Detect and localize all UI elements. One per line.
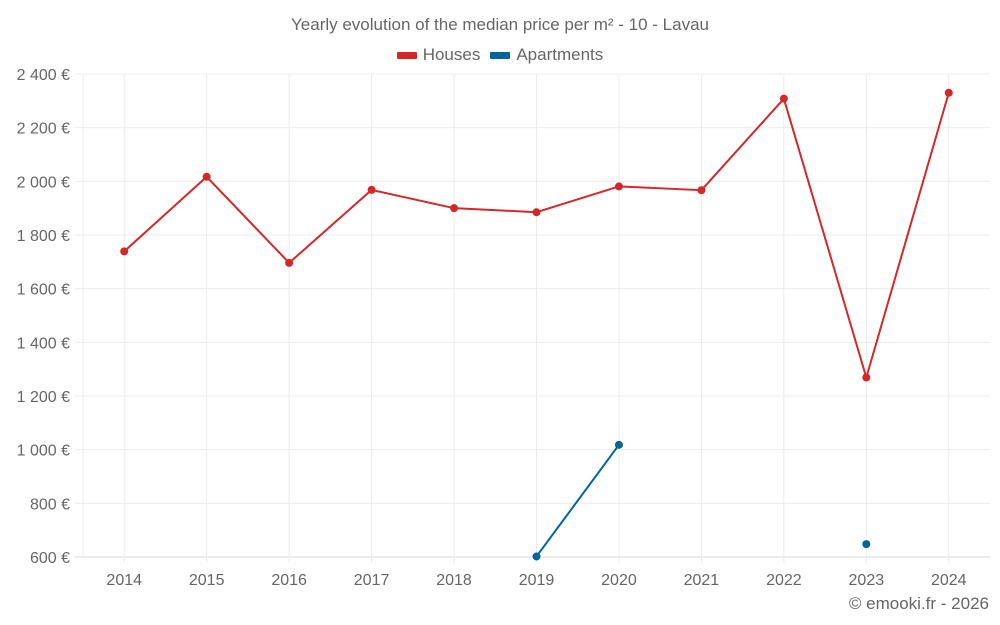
data-point[interactable]	[614, 182, 623, 191]
y-tick-label: 800 €	[30, 496, 70, 513]
y-tick-label: 2 000 €	[17, 174, 70, 191]
legend-item-apartments[interactable]: Apartments	[490, 45, 603, 65]
data-point[interactable]	[120, 247, 129, 256]
data-point[interactable]	[614, 440, 623, 449]
x-tick-label: 2022	[766, 572, 802, 589]
x-tick-label: 2015	[189, 572, 225, 589]
y-tick-label: 2 400 €	[17, 67, 70, 84]
x-tick-label: 2016	[271, 572, 307, 589]
data-point[interactable]	[450, 204, 459, 213]
data-point[interactable]	[697, 186, 706, 195]
legend: Houses Apartments	[0, 45, 1000, 65]
data-point[interactable]	[532, 552, 541, 561]
x-tick-label: 2014	[106, 572, 142, 589]
y-tick-label: 1 800 €	[17, 228, 70, 245]
chart-title: Yearly evolution of the median price per…	[291, 15, 709, 34]
legend-label-houses: Houses	[422, 45, 481, 64]
copyright-credit: © emooki.fr - 2026	[848, 594, 989, 613]
x-tick-label: 2019	[519, 572, 555, 589]
x-tick-label: 2020	[601, 572, 637, 589]
data-point[interactable]	[862, 540, 871, 549]
data-point[interactable]	[779, 94, 788, 103]
legend-label-apartments: Apartments	[516, 45, 604, 64]
data-point[interactable]	[367, 185, 376, 194]
series-line	[535, 444, 620, 558]
data-point[interactable]	[202, 172, 211, 181]
data-point[interactable]	[944, 88, 953, 97]
x-tick-label: 2023	[849, 572, 885, 589]
y-tick-label: 2 200 €	[17, 121, 70, 138]
y-tick-label: 1 400 €	[17, 335, 70, 352]
y-tick-label: 1 000 €	[17, 443, 70, 460]
data-point[interactable]	[285, 258, 294, 267]
series-houses	[120, 88, 953, 382]
series-apartments	[532, 440, 871, 561]
y-tick-label: 600 €	[30, 550, 70, 567]
data-point[interactable]	[532, 208, 541, 217]
data-point[interactable]	[862, 373, 871, 382]
x-tick-label: 2021	[684, 572, 720, 589]
legend-item-houses[interactable]: Houses	[396, 45, 481, 65]
houses-swatch-icon	[396, 51, 417, 59]
y-tick-label: 1 600 €	[17, 282, 70, 299]
x-tick-label: 2024	[931, 572, 967, 589]
apartments-swatch-icon	[490, 51, 511, 59]
y-tick-label: 1 200 €	[17, 389, 70, 406]
x-tick-label: 2018	[436, 572, 472, 589]
x-tick-label: 2017	[354, 572, 390, 589]
